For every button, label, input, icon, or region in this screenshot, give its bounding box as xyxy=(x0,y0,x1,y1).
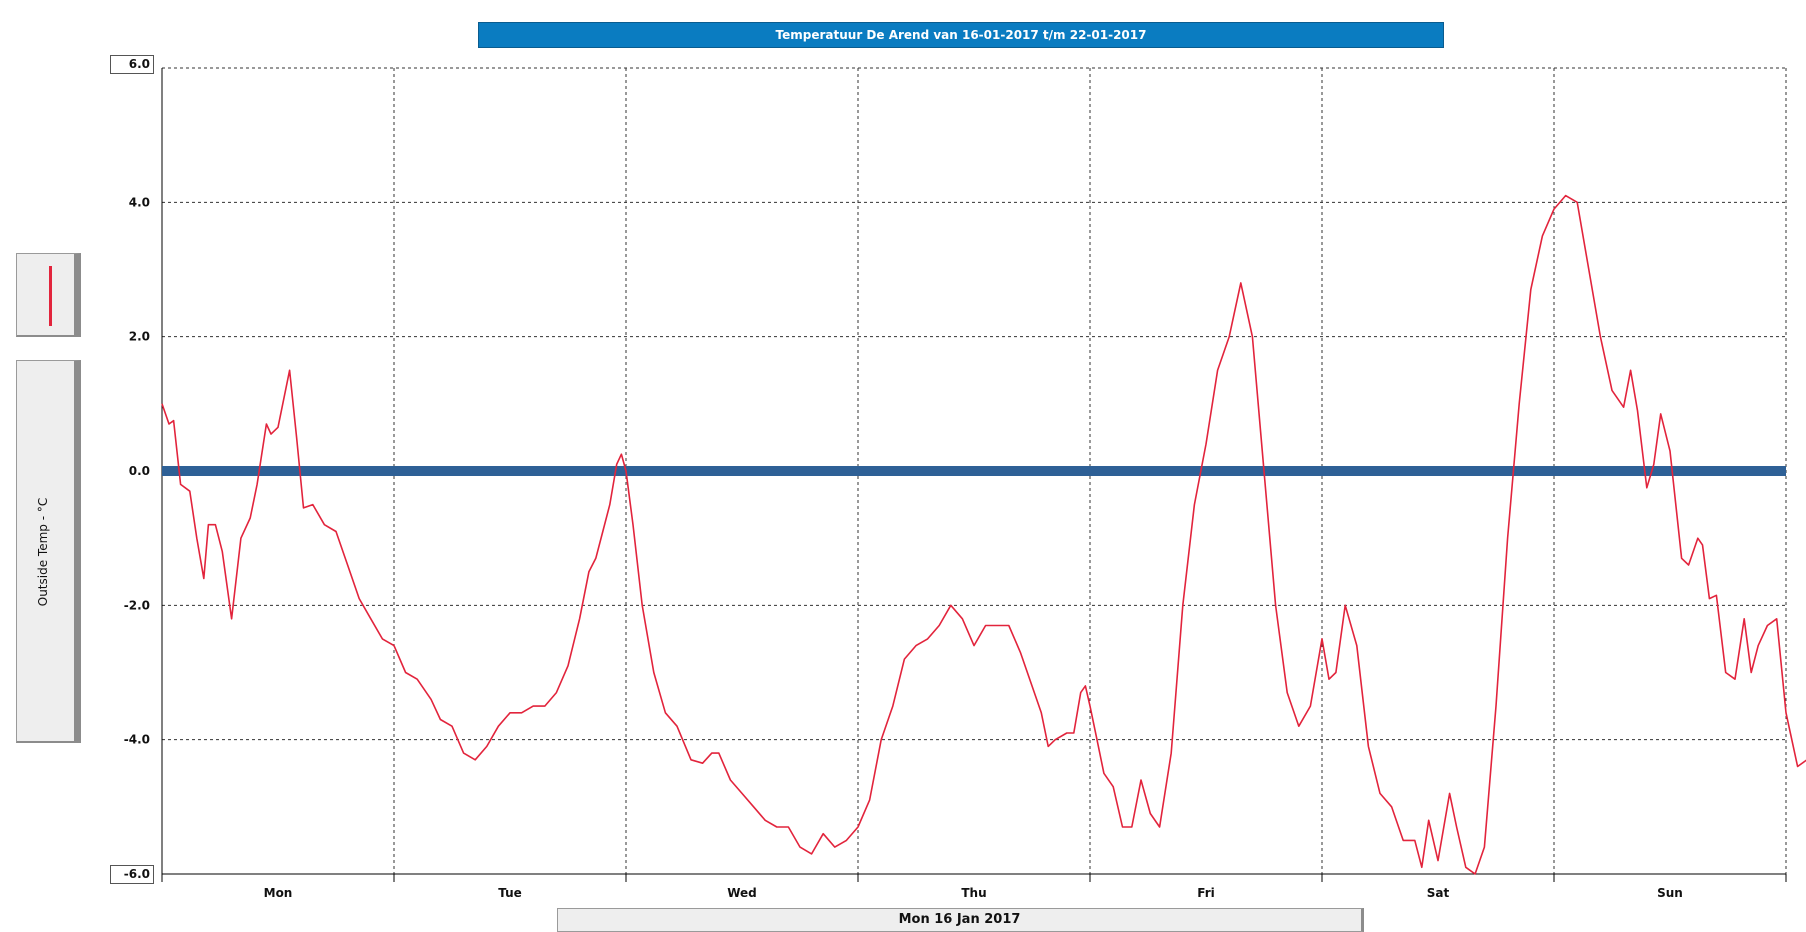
y-min-label[interactable]: -6.0 xyxy=(110,865,154,884)
x-tick-label: Wed xyxy=(727,886,757,900)
chart-title: Temperatuur De Arend van 16-01-2017 t/m … xyxy=(478,22,1444,48)
x-tick-label: Sat xyxy=(1427,886,1450,900)
x-tick-label: Thu xyxy=(961,886,986,900)
y-tick-label: -4.0 xyxy=(124,733,150,747)
y-tick-label: 2.0 xyxy=(129,330,150,344)
zero-reference-line xyxy=(162,466,1786,476)
temperature-series-line xyxy=(161,194,1806,875)
legend-swatch-box[interactable] xyxy=(16,253,81,337)
y-max-label[interactable]: 6.0 xyxy=(110,55,154,74)
legend-line-swatch xyxy=(49,266,52,326)
y-tick-label: 4.0 xyxy=(129,195,150,209)
y-tick-label: -2.0 xyxy=(124,598,150,612)
y-axis-label-box[interactable]: Outside Temp - °C xyxy=(16,360,81,743)
x-tick-label: Sun xyxy=(1657,886,1683,900)
date-range-label[interactable]: Mon 16 Jan 2017 xyxy=(557,908,1364,932)
x-tick-label: Mon xyxy=(264,886,293,900)
x-tick-label: Tue xyxy=(498,886,522,900)
x-tick-label: Fri xyxy=(1197,886,1214,900)
y-tick-label: 0.0 xyxy=(129,464,150,478)
